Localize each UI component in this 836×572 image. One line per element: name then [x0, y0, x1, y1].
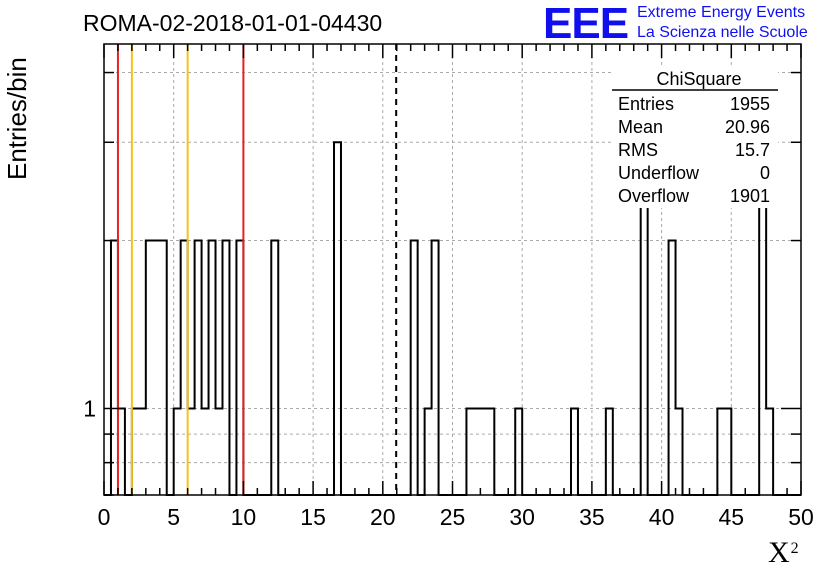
stats-row-value: 1901 — [730, 186, 770, 206]
stats-row-label: Overflow — [618, 186, 690, 206]
histogram-bin — [334, 142, 341, 495]
histogram-bin — [515, 409, 522, 495]
histogram-outline — [104, 141, 801, 496]
histogram-bin — [195, 241, 202, 495]
stats-box-title: ChiSquare — [656, 69, 741, 89]
histogram-bin — [222, 241, 229, 495]
histogram-bin — [202, 409, 209, 495]
histogram-bin — [160, 241, 167, 495]
histogram-bin — [132, 409, 139, 495]
logo-line-1: Extreme Energy Events — [637, 4, 806, 21]
page-title: ROMA-02-2018-01-01-04430 — [83, 10, 383, 36]
logo-line-2: La Scienza nelle Scuole — [637, 24, 808, 41]
stats-row-label: RMS — [618, 140, 658, 160]
histogram-bin — [111, 241, 118, 495]
histogram-bin — [766, 409, 773, 495]
histogram-bin — [188, 409, 195, 495]
stats-row-value: 0 — [760, 163, 770, 183]
histogram-bin — [146, 241, 153, 495]
histogram-bin — [724, 409, 731, 495]
x-tick-label: 40 — [649, 504, 675, 530]
histogram-bin — [271, 241, 278, 495]
x-tick-label: 15 — [300, 504, 326, 530]
histogram-bin — [209, 241, 216, 495]
histogram-bin — [425, 409, 432, 495]
stats-row-label: Mean — [618, 117, 663, 137]
stats-box-background — [612, 68, 778, 208]
grid-lines — [104, 44, 801, 495]
histogram-bin — [118, 409, 125, 495]
histogram-bin — [139, 409, 146, 495]
histogram-bin — [759, 186, 766, 495]
x-tick-label: 25 — [440, 504, 466, 530]
stats-box: ChiSquare Entries 1955 Mean 20.96 RMS 15.7 Unde… — [612, 68, 778, 208]
stats-row-label: Entries — [618, 94, 674, 114]
histogram-bin — [717, 409, 724, 495]
x-axis-label-superscript: 2 — [790, 540, 799, 557]
x-tick-label: 5 — [167, 504, 180, 530]
histogram-bin — [480, 409, 487, 495]
histogram-bin — [473, 409, 480, 495]
histogram-bin — [432, 241, 439, 495]
y-axis-label: Entries/bin — [2, 57, 32, 180]
histogram-bin — [236, 241, 243, 495]
histogram-bin — [216, 409, 223, 495]
x-tick-label: 20 — [370, 504, 396, 530]
histogram-bin — [466, 409, 473, 495]
x-axis-label: X2 — [768, 536, 799, 570]
x-tick-label: 30 — [509, 504, 535, 530]
histogram-bins — [104, 141, 801, 496]
histogram-bin — [669, 241, 676, 495]
stats-row-value: 1955 — [730, 94, 770, 114]
histogram-bin — [487, 409, 494, 495]
histogram-bin — [676, 409, 683, 495]
histogram-bin — [153, 241, 160, 495]
y-tick-label: 1 — [83, 396, 96, 422]
stats-row-value: 20.96 — [725, 117, 770, 137]
x-tick-label: 45 — [719, 504, 745, 530]
histogram-bin — [174, 409, 181, 495]
stats-row-label: Underflow — [618, 163, 700, 183]
axis-ticks: 0 5 10 15 20 25 30 35 40 45 50 1 — [83, 44, 814, 530]
logo-mark: EEE — [543, 0, 629, 48]
x-tick-label: 10 — [231, 504, 257, 530]
x-axis-label-base: X — [768, 536, 790, 569]
histogram-bin — [571, 409, 578, 495]
x-tick-label: 0 — [98, 504, 111, 530]
histogram-bin — [411, 241, 418, 495]
histogram-bin — [606, 409, 613, 495]
x-tick-label: 50 — [788, 504, 814, 530]
marker-lines — [116, 44, 398, 495]
histogram-bin — [181, 241, 188, 495]
stats-row-value: 15.7 — [735, 140, 770, 160]
x-tick-label: 35 — [579, 504, 605, 530]
